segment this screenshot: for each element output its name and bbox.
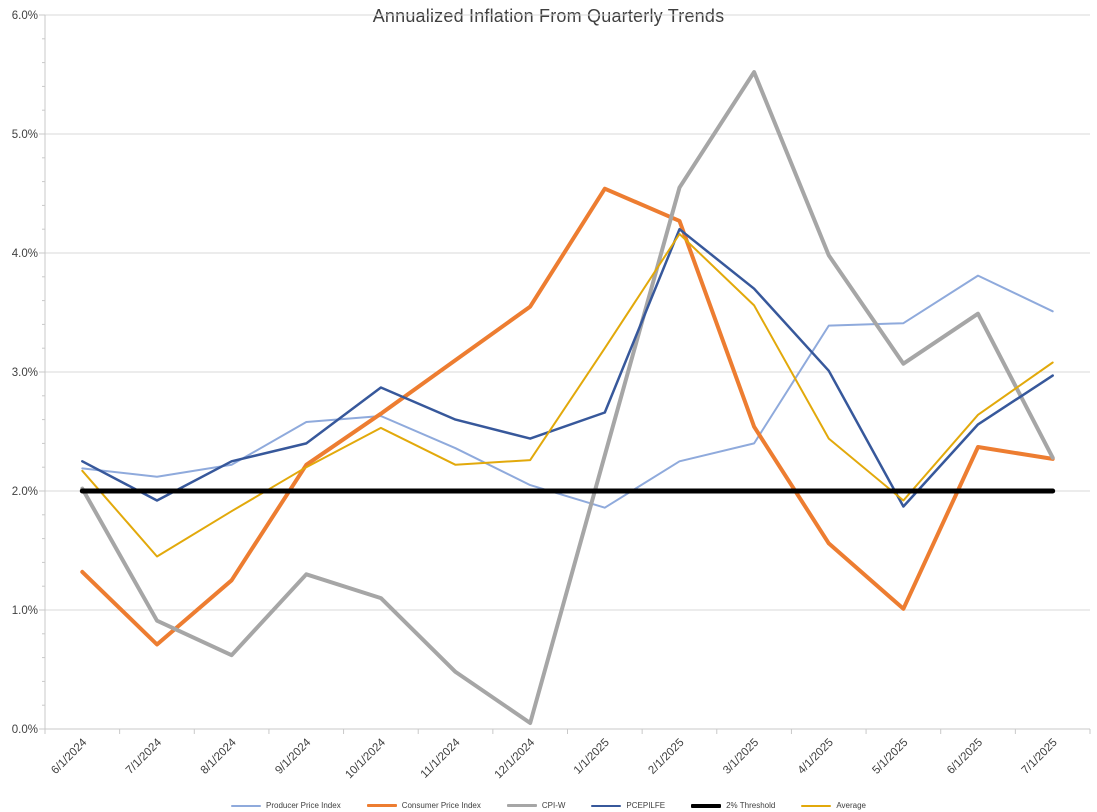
legend-label: Average xyxy=(836,801,866,810)
legend-line-swatch xyxy=(691,803,722,808)
y-axis-tick-label: 6.0% xyxy=(12,10,38,22)
x-axis-tick-label: 9/1/2024 xyxy=(273,736,314,777)
legend-item-average: Average xyxy=(801,801,866,810)
legend-line-swatch xyxy=(231,804,261,807)
legend-line-swatch xyxy=(366,804,397,807)
x-axis-tick-label: 3/1/2025 xyxy=(721,737,761,777)
chart-legend: Producer Price Index Consumer Price Index… xyxy=(0,801,1097,810)
x-axis-labels: 6/1/2024 7/1/2024 8/1/2024 9/1/2024 10/1/202… xyxy=(49,736,1059,781)
legend-label: PCEPILFE xyxy=(626,801,666,810)
legend-label: CPI-W xyxy=(541,801,566,810)
x-axis-tick-label: 7/1/2024 xyxy=(124,736,165,777)
y-axis-ticks xyxy=(39,14,45,730)
series-lines xyxy=(79,70,1056,725)
legend-line-swatch xyxy=(801,804,832,807)
series-line-average xyxy=(81,233,1054,558)
legend-item-producer-price-index: Producer Price Index xyxy=(231,801,341,810)
x-axis-tick-label: 2/1/2025 xyxy=(646,737,686,777)
series-line-pcepilfe xyxy=(81,227,1054,508)
x-axis-tick-label: 10/1/2024 xyxy=(343,736,388,781)
y-axis-tick-label: 5.0% xyxy=(12,129,38,141)
series-line-consumer-price-index xyxy=(80,186,1055,647)
y-axis-tick-label: 4.0% xyxy=(12,248,38,260)
y-axis-tick-label: 3.0% xyxy=(12,367,38,379)
x-axis-tick-label: 12/1/2024 xyxy=(493,736,538,781)
x-axis-ticks xyxy=(44,729,1091,734)
y-axis-labels: 0.0% 1.0% 2.0% 3.0% 4.0% 5.0% 6.0% xyxy=(12,10,38,736)
x-axis-tick-label: 7/1/2025 xyxy=(1020,737,1060,777)
y-axis-tick-label: 0.0% xyxy=(12,724,38,736)
series-line-producer-price-index xyxy=(81,274,1054,509)
x-axis-tick-label: 5/1/2025 xyxy=(870,737,910,777)
x-axis-tick-label: 8/1/2024 xyxy=(199,736,240,777)
legend-line-swatch xyxy=(591,804,622,807)
x-axis-tick-label: 6/1/2025 xyxy=(945,737,985,777)
legend-item-consumer-price-index: Consumer Price Index xyxy=(366,801,481,810)
legend-item-cpi-w: CPI-W xyxy=(506,801,566,810)
y-axis-tick-label: 2.0% xyxy=(12,486,38,498)
legend-label: 2% Threshold xyxy=(726,801,776,810)
x-axis-tick-label: 6/1/2024 xyxy=(49,736,90,777)
legend-label: Consumer Price Index xyxy=(401,801,481,810)
gridlines xyxy=(45,14,1090,730)
x-axis-tick-label: 1/1/2025 xyxy=(572,737,612,777)
legend-item-pcepilfe: PCEPILFE xyxy=(591,801,665,810)
x-axis-tick-label: 11/1/2024 xyxy=(419,736,463,780)
legend-item-2-threshold: 2% Threshold xyxy=(691,801,775,810)
x-axis-tick-label: 4/1/2025 xyxy=(796,737,836,777)
chart-title: Annualized Inflation From Quarterly Tren… xyxy=(372,6,725,26)
legend-line-swatch xyxy=(506,804,537,807)
y-axis-tick-label: 1.0% xyxy=(12,605,38,617)
series-line-cpi-w xyxy=(80,70,1055,725)
legend-label: Producer Price Index xyxy=(266,801,341,810)
